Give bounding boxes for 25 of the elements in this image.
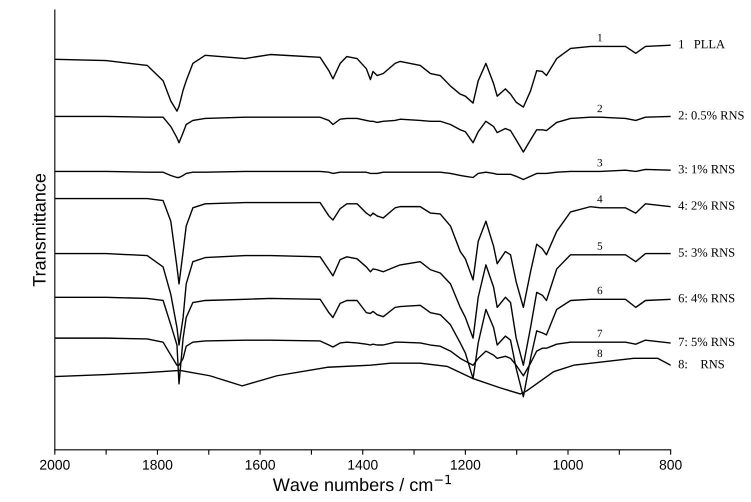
annotation: 2	[598, 104, 602, 112]
text: 1	[598, 34, 602, 42]
series-label: 7: 5% RNS	[678, 338, 734, 346]
series-label: 2: 0.5% RNS	[678, 111, 744, 120]
annotation: 6	[598, 286, 602, 294]
x-tick-label: 1000	[554, 460, 583, 470]
series-label: 1 PLLA	[679, 40, 725, 48]
x-tick-label: 1600	[246, 460, 276, 470]
y-axis-title: Transmittance	[32, 174, 46, 286]
annotation: 4	[597, 195, 602, 203]
series-label: 4: 2% RNS	[678, 201, 734, 210]
x-tick-label: 1800	[143, 460, 172, 470]
x-tick-label: 1200	[450, 460, 480, 470]
x-tick-label: 1400	[348, 460, 378, 470]
series-label: 5: 3% RNS	[678, 248, 734, 257]
series-label: 8: RNS	[678, 360, 724, 368]
series-label: 3: 1% RNS	[678, 164, 734, 174]
annotation: 5	[598, 242, 602, 250]
annotation: 7	[598, 330, 602, 338]
annotation: 8	[597, 350, 602, 358]
series-label: 6: 4% RNS	[678, 294, 734, 302]
annotation: 3	[598, 158, 602, 166]
x-axis-title: Wave numbers / cm$^{−1}$	[272, 474, 451, 492]
x-tick-label: 2000	[40, 460, 70, 470]
x-tick-label: 800	[660, 460, 682, 470]
